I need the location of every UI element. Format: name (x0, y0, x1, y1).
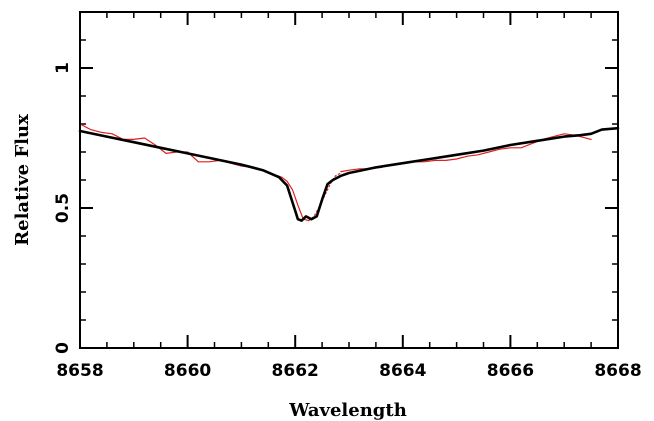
x-tick-label: 8668 (594, 361, 641, 381)
series-line-observed-dotted (308, 172, 342, 222)
y-tick-labels: 00.51 (53, 62, 73, 354)
minor-ticks (80, 11, 618, 348)
x-tick-label: 8662 (272, 361, 319, 381)
x-tick-label: 8664 (379, 361, 426, 381)
y-axis-title: Relative Flux (12, 114, 33, 246)
x-tick-label: 8660 (164, 361, 211, 381)
x-tick-label: 8666 (487, 361, 534, 381)
y-tick-label: 0.5 (53, 193, 73, 223)
series-line-model (78, 126, 620, 222)
series-layer (78, 123, 620, 222)
x-tick-label: 8658 (56, 361, 103, 381)
x-tick-labels: 8658 8660 8662 8664 8666 8668 (56, 361, 641, 381)
x-axis-title: Wavelength (288, 400, 407, 421)
y-tick-label: 0 (53, 342, 73, 354)
y-tick-label: 1 (53, 62, 73, 74)
plot-frame (79, 11, 619, 349)
major-ticks (79, 12, 619, 349)
